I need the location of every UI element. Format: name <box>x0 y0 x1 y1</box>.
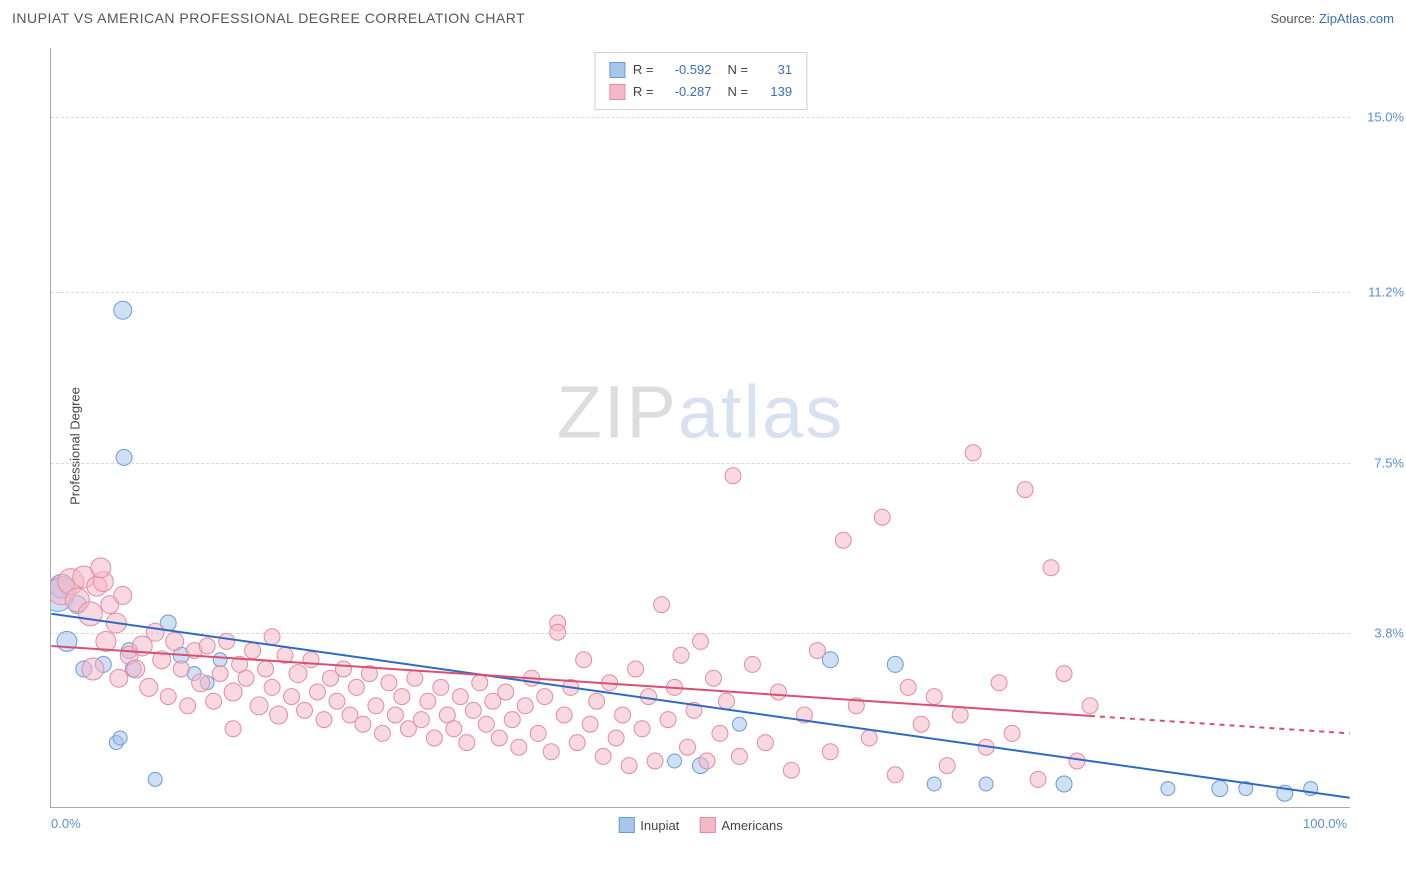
legend-item-1: Americans <box>699 817 782 833</box>
y-tick-label: 7.5% <box>1356 455 1404 470</box>
n-value-0: 31 <box>756 59 792 81</box>
n-label-0: N = <box>728 59 749 81</box>
source-link[interactable]: ZipAtlas.com <box>1319 11 1394 26</box>
correlation-row-0: R = -0.592 N = 31 <box>609 59 792 81</box>
legend-swatch-1 <box>699 817 715 833</box>
chart-title: INUPIAT VS AMERICAN PROFESSIONAL DEGREE … <box>12 10 525 26</box>
scatter-svg <box>51 48 1350 807</box>
y-tick-label: 11.2% <box>1356 285 1404 300</box>
correlation-legend: R = -0.592 N = 31 R = -0.287 N = 139 <box>594 52 807 110</box>
series-swatch-1 <box>609 84 625 100</box>
r-value-0: -0.592 <box>662 59 712 81</box>
series-swatch-0 <box>609 62 625 78</box>
legend-label-1: Americans <box>721 818 782 833</box>
source-prefix: Source: <box>1270 11 1318 26</box>
r-label-1: R = <box>633 81 654 103</box>
source-attribution: Source: ZipAtlas.com <box>1270 11 1394 26</box>
correlation-row-1: R = -0.287 N = 139 <box>609 81 792 103</box>
y-tick-label: 15.0% <box>1356 110 1404 125</box>
legend-label-0: Inupiat <box>640 818 679 833</box>
x-tick-label: 0.0% <box>51 816 81 831</box>
x-tick-label: 100.0% <box>1303 816 1347 831</box>
legend-swatch-0 <box>618 817 634 833</box>
r-value-1: -0.287 <box>662 81 712 103</box>
legend-item-0: Inupiat <box>618 817 679 833</box>
n-label-1: N = <box>728 81 749 103</box>
series-legend: Inupiat Americans <box>618 817 782 833</box>
n-value-1: 139 <box>756 81 792 103</box>
chart-header: INUPIAT VS AMERICAN PROFESSIONAL DEGREE … <box>0 0 1406 32</box>
chart-plot-area: ZIPatlas R = -0.592 N = 31 R = -0.287 N … <box>50 48 1350 808</box>
y-tick-label: 3.8% <box>1356 625 1404 640</box>
r-label-0: R = <box>633 59 654 81</box>
